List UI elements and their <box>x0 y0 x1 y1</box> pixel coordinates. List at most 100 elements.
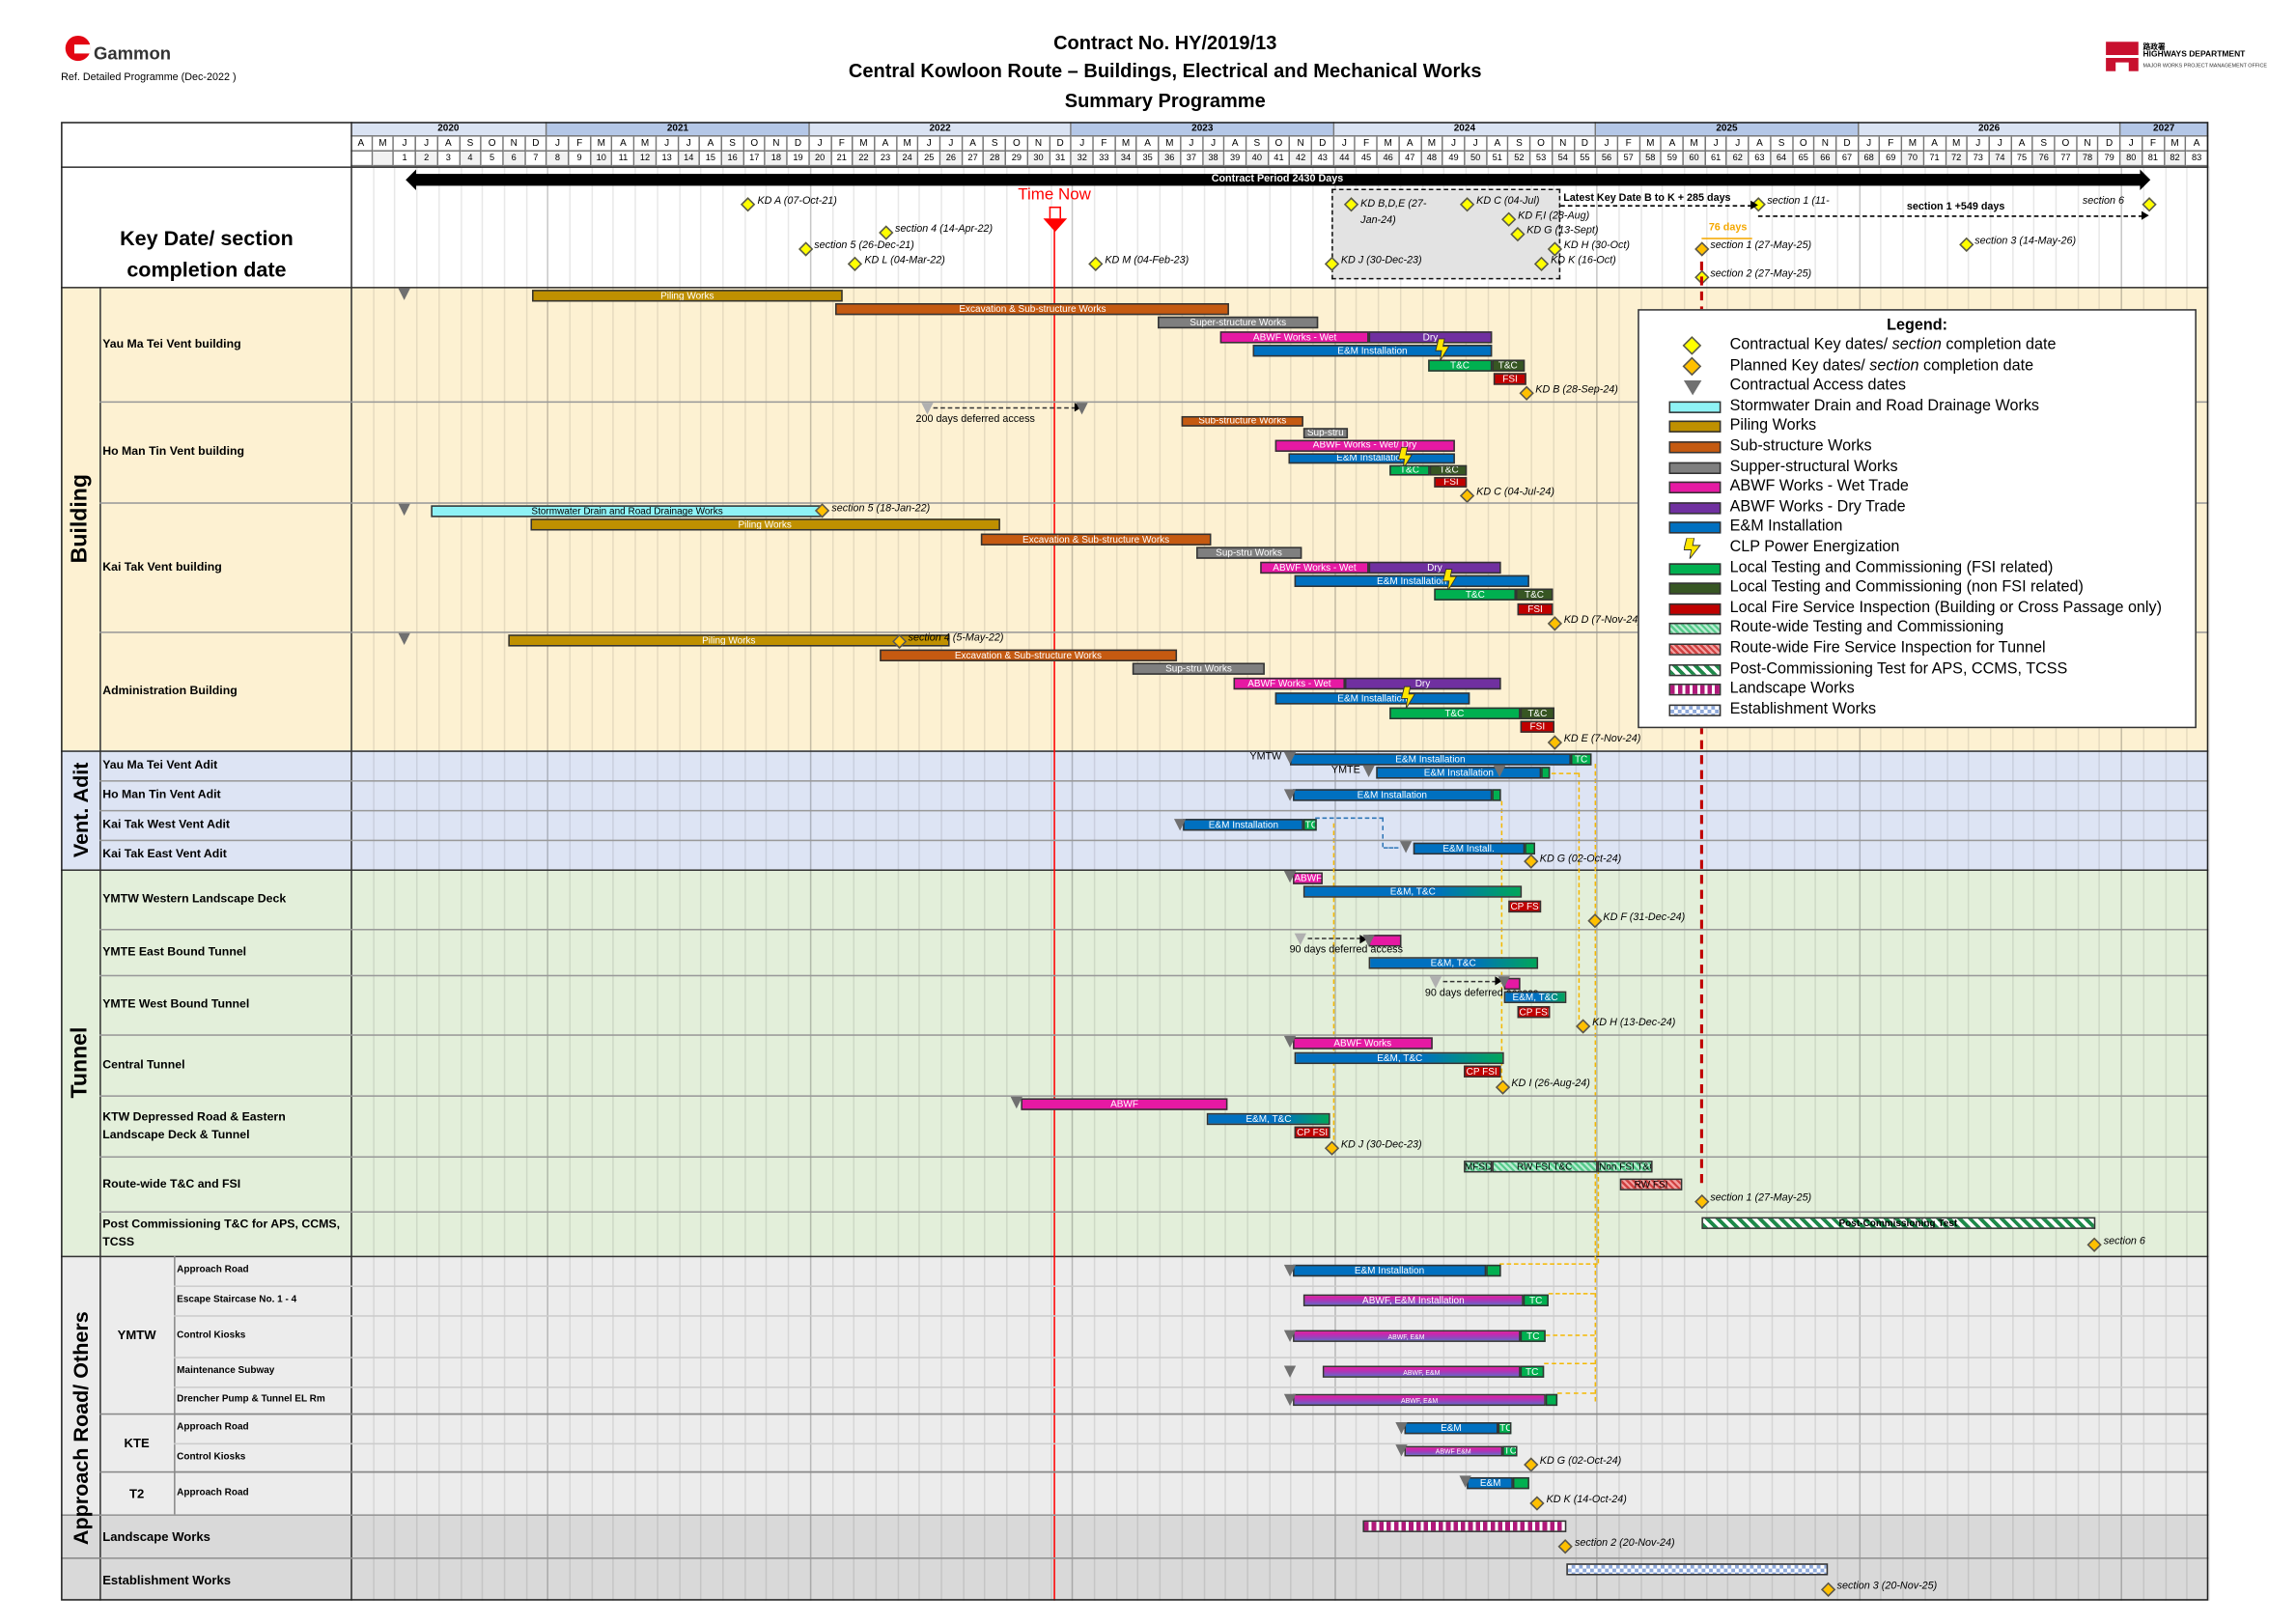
month-header: D <box>525 136 547 152</box>
task-bar-tc[interactable]: TC <box>1498 1422 1512 1435</box>
task-bar-tc[interactable] <box>1546 1393 1557 1407</box>
task-bar-rwtc[interactable]: MFSD <box>1463 1160 1492 1173</box>
access-date-triangle-icon <box>398 288 411 301</box>
task-bar-dry[interactable]: Dry <box>1369 561 1500 574</box>
month-number: 10 <box>591 151 613 167</box>
task-bar-tcn[interactable]: T&C <box>1515 589 1554 602</box>
grid-line <box>2055 166 2058 1601</box>
access-date-triangle-icon <box>1493 765 1506 778</box>
task-bar-abwfem[interactable]: ABWF, E&M <box>1292 1393 1547 1407</box>
key-span-arrow <box>1560 205 1752 207</box>
task-bar-abwfem[interactable]: ABWF, E&M <box>1292 1330 1521 1342</box>
task-bar-rwfsi[interactable]: RW FSI <box>1620 1177 1682 1190</box>
task-bar-tcn[interactable]: T&C <box>1520 707 1555 719</box>
task-bar-piling[interactable]: Piling Works <box>508 634 950 647</box>
grid-line <box>1836 166 1838 1601</box>
task-bar-em[interactable]: E&M Installation <box>1288 452 1455 463</box>
task-bar-tc[interactable]: T&C <box>1434 589 1516 602</box>
task-bar-wet[interactable]: ABWF <box>1292 872 1324 884</box>
grid-line <box>897 166 899 1601</box>
month-number: 14 <box>678 151 701 167</box>
task-bar-wet[interactable]: ABWF Works - Wet <box>1259 561 1370 574</box>
task-bar-emtc[interactable]: E&M, T&C <box>1207 1112 1330 1125</box>
task-bar-tc[interactable]: TC <box>1523 1294 1549 1306</box>
dependency-connector <box>1597 1162 1600 1264</box>
task-bar-fsi[interactable]: CP FSI <box>1517 1005 1551 1018</box>
task-bar-tc[interactable]: T&C <box>1388 464 1431 476</box>
task-bar-tc[interactable]: T&C <box>1388 707 1521 719</box>
task-bar-em[interactable]: E&M Installation <box>1253 345 1492 357</box>
task-bar-fsi[interactable]: FSI <box>1520 721 1555 734</box>
legend-item: Route-wide Fire Service Inspection for T… <box>1730 639 2046 657</box>
task-bar-piling[interactable]: Piling Works <box>532 289 843 301</box>
task-bar-tc[interactable]: TC <box>1520 1365 1545 1378</box>
task-bar-rwtc[interactable]: Non FSI T&C <box>1597 1160 1654 1173</box>
task-bar-label: Dry <box>1414 679 1431 690</box>
task-bar-super[interactable]: Sup-stru Works <box>1133 663 1265 676</box>
task-bar-piling[interactable]: Piling Works <box>529 518 1000 531</box>
dependency-connector <box>1551 772 1579 774</box>
task-bar-sub[interactable]: Sub-structure Works <box>1181 415 1304 427</box>
task-bar-pct[interactable]: Post-Commissioning Test <box>1701 1217 2095 1229</box>
task-bar-abwfem[interactable]: ABWF, E&M Installation <box>1303 1294 1524 1306</box>
task-bar-tc[interactable] <box>1524 841 1536 854</box>
task-bar-emtc[interactable]: E&M, T&C <box>1295 1051 1505 1064</box>
task-bar-dry[interactable]: Dry <box>1345 678 1500 690</box>
task-bar-fsi[interactable]: CP FSI <box>1508 900 1542 912</box>
task-bar-rwtc[interactable]: RW FSI T&C <box>1491 1160 1598 1173</box>
task-bar-abwfem[interactable]: ABWF, E&M <box>1323 1365 1521 1378</box>
task-bar-tc[interactable]: TC <box>1520 1330 1547 1342</box>
legend-item: Post-Commissioning Test for APS, CCMS, T… <box>1730 659 2068 677</box>
access-date-triangle-icon <box>398 504 411 517</box>
task-bar-tc[interactable] <box>1541 766 1551 778</box>
task-bar-establishment[interactable] <box>1565 1562 1829 1576</box>
task-bar-tcn[interactable]: T&C <box>1430 464 1468 476</box>
task-bar-em[interactable]: E&M Installation <box>1290 752 1571 765</box>
task-bar-fsi[interactable]: FSI <box>1494 373 1526 385</box>
task-bar-tc[interactable]: TC <box>1303 819 1317 831</box>
group-label: T2 <box>128 1485 145 1500</box>
task-bar-em[interactable]: E&M Installation <box>1274 692 1470 705</box>
task-bar-wet[interactable]: ABWF Works - Wet/ Dry <box>1274 439 1455 452</box>
task-bar-emtc[interactable]: E&M, T&C <box>1369 956 1538 969</box>
month-number: 13 <box>657 151 679 167</box>
task-bar-tc[interactable]: T&C <box>1428 358 1492 372</box>
access-date-triangle-icon <box>1283 1364 1296 1378</box>
task-bar-em[interactable]: E&M <box>1467 1476 1514 1489</box>
task-bar-tc[interactable] <box>1486 1264 1500 1277</box>
task-bar-super[interactable]: Sup-stru <box>1303 428 1348 439</box>
task-bar-fsi[interactable]: FSI <box>1434 477 1468 489</box>
task-bar-em[interactable]: E&M Install. <box>1413 841 1525 854</box>
task-bar-emtc[interactable]: E&M, T&C <box>1303 885 1523 899</box>
row-divider <box>99 839 2209 842</box>
task-bar-storm[interactable]: Stormwater Drain and Road Drainage Works <box>431 504 824 518</box>
task-bar-label: E&M Installation <box>1354 1266 1425 1277</box>
task-bar-super[interactable]: Sup-stru Works <box>1196 546 1302 559</box>
task-bar-fsi[interactable]: FSI <box>1517 602 1554 615</box>
grid-line <box>1596 166 1599 1601</box>
task-bar-tc[interactable] <box>1513 1476 1529 1489</box>
row-label: Approach Road <box>177 1264 249 1275</box>
row-divider <box>99 780 2209 782</box>
month-header: M <box>634 136 658 152</box>
task-bar-dry[interactable]: Dry <box>1369 330 1492 344</box>
task-bar-em[interactable]: E&M Installation <box>1295 574 1529 587</box>
contract-period-arrow: Contract Period 2430 Days <box>412 174 2142 186</box>
task-bar-tc[interactable]: TC <box>1570 752 1592 765</box>
task-bar-fsi[interactable]: CP FSI <box>1463 1066 1500 1078</box>
task-bar-wet[interactable]: ABWF Works - Wet <box>1233 678 1346 690</box>
task-bar-fsi[interactable]: CP FSI <box>1295 1127 1330 1139</box>
task-bar-wet[interactable]: ABWF Works - Wet <box>1220 330 1370 344</box>
grid-line <box>963 166 965 1601</box>
task-bar-sub[interactable]: Excavation & Sub-structure Works <box>835 303 1230 316</box>
task-bar-tc[interactable] <box>1491 789 1500 801</box>
task-bar-sub[interactable]: Excavation & Sub-structure Works <box>880 649 1177 661</box>
task-bar-landscape[interactable] <box>1362 1520 1566 1532</box>
task-bar-tc[interactable]: TC <box>1502 1444 1518 1457</box>
task-bar-emtc[interactable]: E&M, T&C <box>1504 992 1566 1004</box>
task-bar-em[interactable]: E&M <box>1404 1422 1498 1435</box>
task-bar-wet[interactable]: ABWF Works <box>1292 1037 1433 1050</box>
task-bar-super[interactable]: Super-structure Works <box>1157 317 1319 329</box>
task-bar-sub[interactable]: Excavation & Sub-structure Works <box>980 532 1213 546</box>
task-bar-tcn[interactable]: T&C <box>1491 358 1525 372</box>
